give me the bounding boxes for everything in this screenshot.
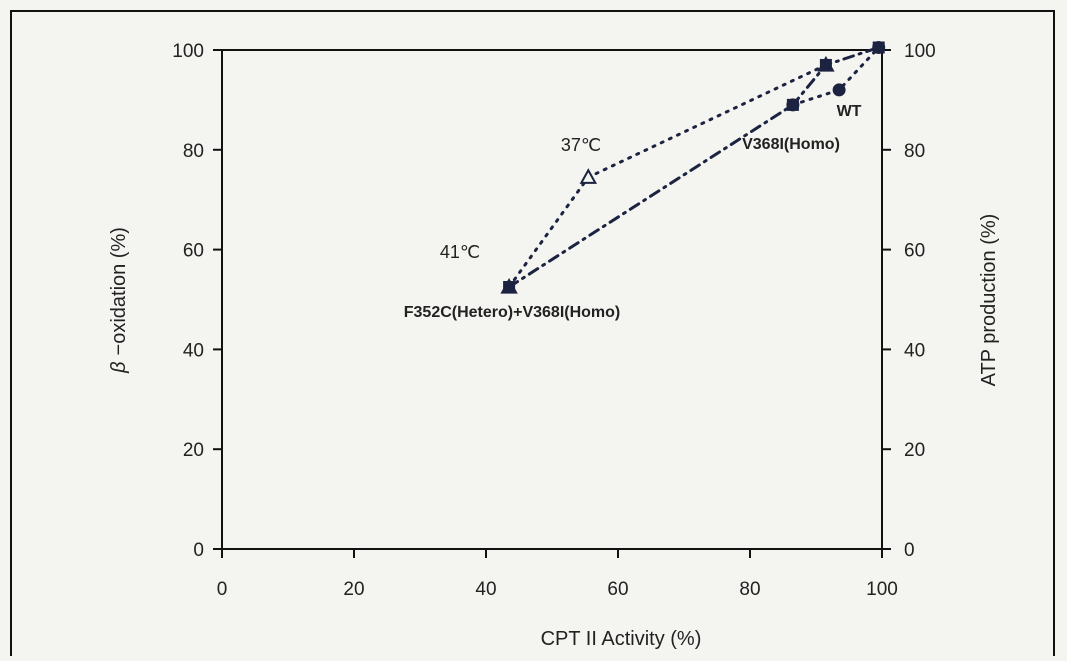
y-right-tick-label-60: 60: [904, 241, 925, 262]
series-2-point-1: [832, 83, 846, 97]
series-2-line: [791, 46, 881, 107]
y-axis-label-left-symbol: β: [108, 361, 130, 373]
y-axis-label-right: ATP production (%): [978, 214, 1000, 387]
y-right-tick-label-100: 100: [904, 41, 936, 62]
annotation-f352c-v368i: F352C(Hetero)+V368I(Homo): [404, 304, 621, 321]
plot-area-frame: [221, 49, 883, 550]
y-right-tick-label-80: 80: [904, 141, 925, 162]
series-2-point-0: [786, 98, 800, 112]
y-right-tick-label-0: 0: [904, 540, 915, 561]
y-axis-label-left-text: −oxidation (%): [108, 227, 130, 355]
y-left-tick-label-60: 60: [183, 241, 204, 262]
chart-text: CPT II Activity (%) β −oxidation (%) ATP …: [108, 103, 1000, 650]
x-tick-label-80: 80: [739, 579, 760, 600]
y-right-tick-label-20: 20: [904, 440, 925, 461]
series-1-point-2: [819, 58, 832, 71]
x-tick-label-0: 0: [217, 579, 228, 600]
series-1-point-0: [503, 281, 516, 294]
x-tick-label-60: 60: [607, 579, 628, 600]
series-2-point-2: [872, 41, 886, 55]
series-lines: [507, 46, 881, 289]
y-left-tick-label-100: 100: [172, 41, 204, 62]
series-0-point-1: [579, 168, 597, 184]
annotation-wt: WT: [837, 103, 862, 120]
y-left-tick-label-40: 40: [183, 340, 204, 361]
y-axis-label-left: β −oxidation (%): [108, 227, 130, 374]
series-1-line: [507, 46, 881, 289]
y-left-tick-label-80: 80: [183, 141, 204, 162]
x-tick-label-20: 20: [343, 579, 364, 600]
figure-frame: [10, 10, 1055, 656]
annotation-v368i-homo: V368I(Homo): [742, 136, 840, 153]
annotation-37c: 37℃: [561, 135, 601, 155]
data-points: [500, 41, 886, 294]
x-tick-label-40: 40: [475, 579, 496, 600]
y-right-tick-label-40: 40: [904, 340, 925, 361]
x-axis-label: CPT II Activity (%): [541, 628, 702, 650]
x-tick-label-100: 100: [866, 579, 898, 600]
series-0-line: [507, 63, 828, 289]
annotation-41c: 41℃: [440, 242, 480, 262]
y-left-tick-label-20: 20: [183, 440, 204, 461]
y-left-tick-label-0: 0: [193, 540, 204, 561]
